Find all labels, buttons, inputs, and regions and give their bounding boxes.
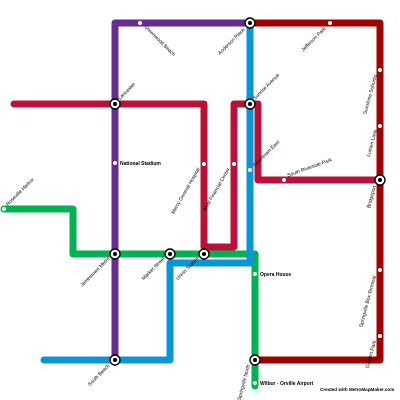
blue-line [40, 19, 254, 364]
station-dot-springville-box-terminal[interactable] [378, 268, 382, 272]
label-wilbur-orville-airport: Wilbur - Orville Airport [260, 381, 314, 387]
interchange-lancaster[interactable] [109, 98, 121, 110]
label-national-stadium: National Stadium [120, 161, 161, 167]
interchange-springville-north[interactable] [249, 354, 261, 366]
station-dot-wilbur-orville-airport[interactable] [253, 381, 257, 385]
interchange-south-beach[interactable] [109, 354, 121, 366]
interchange-sunrise-avenue[interactable] [244, 98, 256, 110]
interchange-bridgeport[interactable] [374, 174, 386, 186]
interchange-union-station[interactable] [198, 248, 210, 260]
green-line [0, 205, 259, 390]
interchange-anderson-place[interactable] [244, 17, 256, 29]
label-springville-north: Springville North [237, 364, 252, 400]
interchange-markers [109, 17, 386, 366]
label-lancaster: Lancaster [117, 81, 137, 101]
label-greenwood-beach: Greenwood Beach [143, 24, 177, 58]
station-dot-roseville-harbor[interactable] [2, 207, 6, 211]
station-dot-opera-house[interactable] [253, 272, 257, 276]
label-mercy-general-hospital: Mercy General Hospital [170, 167, 201, 215]
label-garden-park: Garden Park [365, 339, 378, 368]
interchange-jamestown-metro[interactable] [109, 248, 121, 260]
station-dot-mercy-general-hospital[interactable] [202, 162, 206, 166]
label-springville-box-terminal: Springville Box Terminal [358, 275, 378, 328]
map-credit: Created with MetroMapMaker.com [320, 387, 394, 392]
station-dot-garden-park[interactable] [378, 334, 382, 338]
station-dot-national-stadium[interactable] [113, 161, 117, 165]
label-south-beach: South Beach [87, 363, 112, 388]
label-bridgeport: Bridgeport [366, 184, 378, 208]
label-jamestown-metro: Jamestown Metro [79, 256, 111, 288]
station-dots [2, 21, 382, 385]
label-market-street: Market Street [141, 256, 167, 282]
label-jefferson-park: Jefferson Park [300, 26, 327, 53]
label-opera-house: Opera House [260, 272, 291, 278]
station-dot-lumen-lane[interactable] [378, 124, 382, 128]
station-dot-jefferson-park[interactable] [328, 21, 332, 25]
label-sunrise-avenue: Sunrise Avenue [252, 72, 281, 101]
station-dot-greenwood-beach[interactable] [138, 21, 142, 25]
label-south-riverside-park: South Riverside Park [287, 157, 334, 179]
station-dot-sunshine-suburbs[interactable] [378, 68, 382, 72]
label-roseville-harbor: Roseville Harbor [5, 177, 36, 208]
crimson-line [10, 100, 384, 251]
station-dot-south-riverside-park[interactable] [282, 178, 286, 182]
maroon-line [246, 19, 384, 364]
station-dot-downtown-east[interactable] [248, 168, 252, 172]
interchange-market-street[interactable] [164, 248, 176, 260]
station-dot-west-financial-center[interactable] [232, 162, 236, 166]
purple-line [111, 19, 254, 364]
label-anderson-place: Anderson Place [217, 27, 246, 56]
